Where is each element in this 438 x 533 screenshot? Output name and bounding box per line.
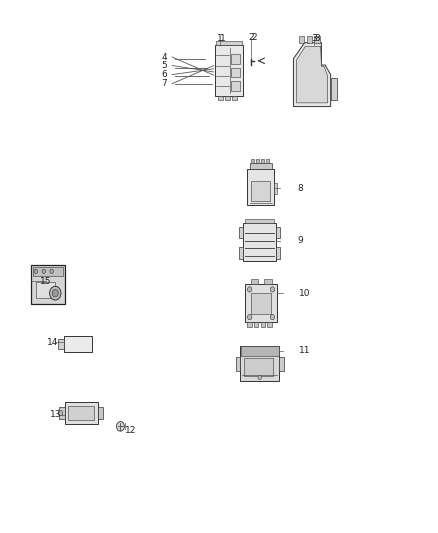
Bar — [33, 266, 63, 276]
Bar — [251, 159, 254, 163]
Circle shape — [117, 422, 124, 431]
Bar — [267, 322, 272, 327]
Bar — [244, 358, 273, 376]
Bar — [215, 45, 243, 96]
Text: 10: 10 — [299, 289, 310, 297]
Bar — [331, 78, 337, 100]
Bar — [276, 227, 280, 238]
Bar — [240, 346, 279, 381]
Text: 3: 3 — [311, 34, 318, 43]
Bar — [256, 159, 259, 163]
Bar — [58, 339, 64, 349]
Text: 11: 11 — [299, 346, 310, 355]
Bar — [251, 293, 271, 314]
Bar — [232, 96, 237, 100]
Bar — [59, 407, 65, 419]
Text: 13: 13 — [50, 410, 62, 419]
Bar — [276, 247, 280, 259]
Bar — [261, 159, 264, 163]
Bar — [245, 219, 274, 223]
Circle shape — [270, 314, 275, 320]
Bar — [307, 36, 312, 43]
Circle shape — [247, 314, 252, 320]
Bar — [243, 223, 276, 261]
Bar — [247, 169, 274, 205]
Circle shape — [258, 375, 261, 379]
Text: 2: 2 — [249, 33, 254, 42]
Bar — [266, 159, 269, 163]
Bar — [251, 181, 270, 201]
Circle shape — [49, 286, 61, 300]
Bar — [239, 247, 243, 259]
Text: 14: 14 — [47, 338, 59, 346]
Circle shape — [58, 410, 63, 416]
Bar — [254, 322, 258, 327]
Text: 1: 1 — [220, 34, 226, 43]
Text: 5: 5 — [161, 61, 167, 70]
Text: 1: 1 — [217, 34, 223, 43]
Bar — [239, 227, 243, 238]
Bar — [231, 54, 240, 64]
Circle shape — [247, 287, 252, 292]
Text: 3: 3 — [314, 34, 320, 43]
Polygon shape — [293, 43, 331, 107]
Bar — [98, 407, 103, 419]
Circle shape — [34, 269, 38, 273]
Text: 6: 6 — [161, 70, 167, 79]
Polygon shape — [297, 46, 328, 103]
Bar — [274, 183, 277, 195]
Bar — [299, 36, 304, 43]
Bar — [64, 336, 92, 352]
Bar — [236, 357, 240, 371]
Text: 8: 8 — [297, 184, 303, 192]
Bar — [264, 279, 272, 284]
Text: 15: 15 — [40, 277, 52, 286]
Text: 7: 7 — [161, 79, 167, 88]
Bar — [245, 284, 277, 322]
Bar — [261, 322, 265, 327]
Bar — [247, 322, 252, 327]
Text: 12: 12 — [125, 426, 136, 435]
Bar — [36, 282, 55, 298]
Bar — [241, 346, 279, 356]
Bar — [250, 163, 272, 169]
Bar — [251, 279, 258, 284]
Bar — [231, 68, 240, 77]
Bar — [65, 402, 98, 424]
Bar — [218, 96, 223, 100]
Circle shape — [42, 269, 46, 273]
Bar — [314, 36, 320, 43]
Text: 9: 9 — [297, 237, 303, 245]
Text: 2: 2 — [251, 33, 257, 42]
Bar — [231, 81, 240, 91]
Bar — [68, 406, 94, 420]
Bar — [225, 96, 230, 100]
Text: 4: 4 — [162, 53, 167, 61]
Circle shape — [52, 289, 58, 297]
Circle shape — [270, 287, 275, 292]
Bar — [31, 265, 65, 304]
Bar — [216, 41, 242, 45]
Circle shape — [50, 269, 53, 273]
Bar — [279, 357, 284, 371]
